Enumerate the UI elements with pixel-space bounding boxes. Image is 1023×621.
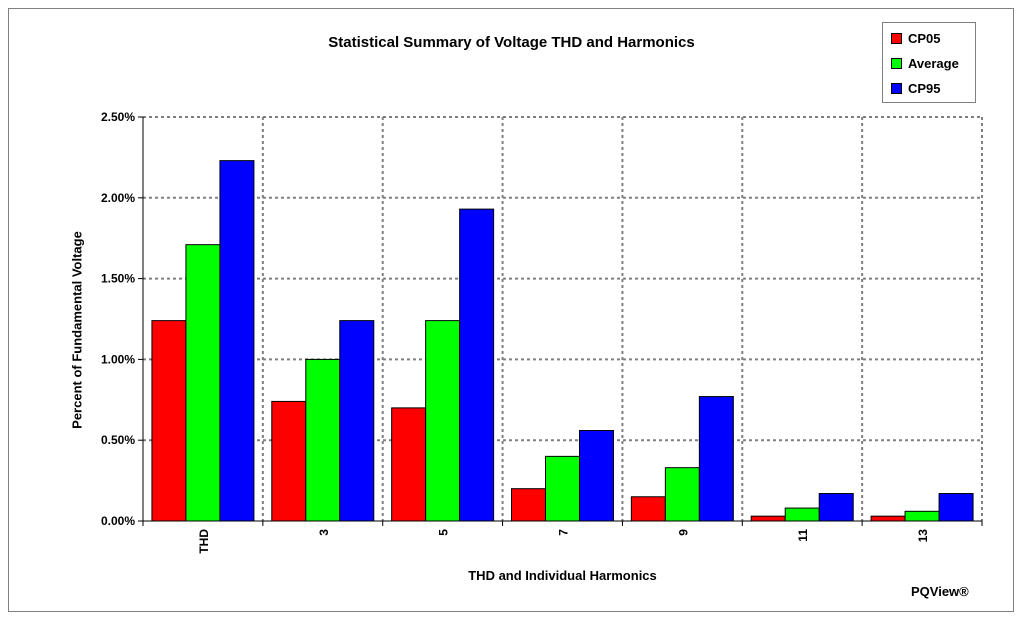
y-tick-label: 0.50% (101, 433, 135, 447)
chart-title: Statistical Summary of Voltage THD and H… (328, 34, 695, 51)
legend: CP05 Average CP95 (882, 22, 976, 103)
bar-cp95-7 (579, 430, 614, 522)
bar-average-13 (904, 510, 940, 522)
legend-label: CP05 (908, 31, 941, 46)
legend-swatch (891, 83, 902, 94)
legend-item-cp95: CP95 (891, 81, 941, 96)
y-tick-label: 1.50% (101, 272, 135, 286)
y-tick-label: 2.00% (101, 191, 135, 205)
chart-frame (8, 8, 1014, 612)
x-tick-label: 13 (916, 529, 930, 543)
bar-cp05-3 (271, 400, 307, 522)
y-tick-label: 0.00% (101, 514, 135, 528)
bar-cp05-11 (750, 515, 786, 522)
bar-cp05-9 (630, 496, 666, 522)
bar-cp95-5 (459, 208, 495, 522)
bar-average-11 (784, 507, 820, 522)
bar-average-3 (305, 358, 341, 522)
legend-label: CP95 (908, 81, 941, 96)
legend-item-cp05: CP05 (891, 31, 941, 46)
bar-cp95-11 (818, 493, 854, 522)
x-axis-label: THD and Individual Harmonics (468, 568, 657, 583)
bar-cp95-13 (938, 493, 974, 522)
x-tick-label: 11 (796, 529, 810, 542)
x-tick-label: THD (197, 529, 211, 554)
bar-cp95-thd (219, 160, 255, 522)
bar-average-5 (425, 320, 461, 522)
x-tick-label: 5 (437, 529, 451, 536)
y-tick-label: 2.50% (101, 110, 135, 124)
bar-cp05-5 (391, 407, 427, 522)
legend-label: Average (908, 56, 959, 71)
bar-cp95-9 (698, 396, 734, 522)
legend-item-average: Average (891, 56, 959, 71)
bar-average-9 (664, 467, 700, 522)
bar-cp95-3 (339, 320, 375, 522)
bar-average-thd (185, 244, 221, 522)
x-tick-label: 7 (557, 529, 571, 536)
x-tick-label: 9 (676, 529, 690, 536)
legend-swatch (891, 58, 902, 69)
bar-cp05-7 (511, 488, 546, 522)
bar-cp05-thd (151, 320, 187, 522)
legend-swatch (891, 33, 902, 44)
bar-average-7 (545, 455, 580, 522)
bar-cp05-13 (870, 515, 906, 522)
y-axis-label: Percent of Fundamental Voltage (69, 231, 85, 429)
y-tick-label: 1.00% (101, 352, 135, 366)
brand-label: PQView® (911, 584, 969, 599)
x-tick-label: 3 (317, 529, 331, 536)
